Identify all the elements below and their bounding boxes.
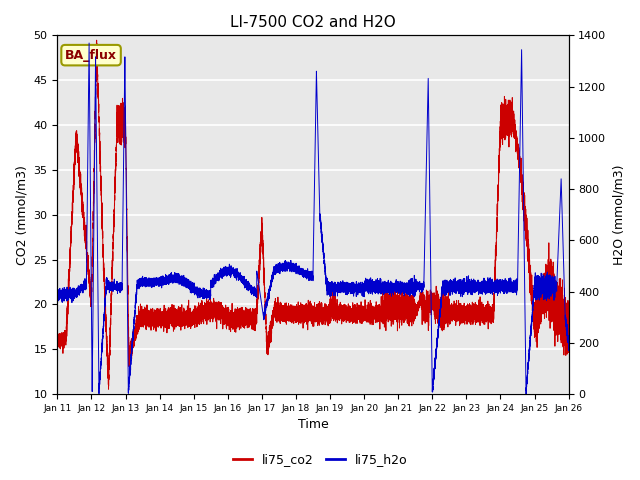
li75_co2	[284, 315, 291, 321]
Title: LI-7500 CO2 and H2O: LI-7500 CO2 and H2O	[230, 15, 396, 30]
li75_h2o	[85, 40, 93, 46]
li75_co2	[105, 386, 113, 392]
li75_h2o	[564, 339, 572, 345]
Y-axis label: CO2 (mmol/m3): CO2 (mmol/m3)	[15, 165, 28, 264]
li75_h2o	[522, 391, 530, 397]
li75_h2o	[498, 284, 506, 290]
li75_h2o	[284, 264, 291, 270]
Y-axis label: H2O (mmol/m3): H2O (mmol/m3)	[612, 165, 625, 265]
li75_co2	[498, 124, 506, 130]
Text: BA_flux: BA_flux	[65, 48, 117, 61]
li75_co2	[54, 338, 61, 344]
li75_co2	[380, 307, 388, 312]
X-axis label: Time: Time	[298, 419, 328, 432]
li75_h2o	[54, 291, 61, 297]
li75_co2	[558, 309, 566, 315]
Line: li75_co2: li75_co2	[58, 40, 568, 389]
li75_h2o	[512, 277, 520, 283]
li75_co2	[512, 136, 520, 142]
li75_h2o	[380, 286, 387, 292]
Legend: li75_co2, li75_h2o: li75_co2, li75_h2o	[228, 448, 412, 471]
li75_h2o	[564, 335, 572, 340]
li75_co2	[93, 37, 100, 43]
Line: li75_h2o: li75_h2o	[58, 43, 568, 394]
li75_h2o	[558, 193, 566, 199]
li75_co2	[564, 349, 572, 355]
li75_co2	[564, 333, 572, 339]
